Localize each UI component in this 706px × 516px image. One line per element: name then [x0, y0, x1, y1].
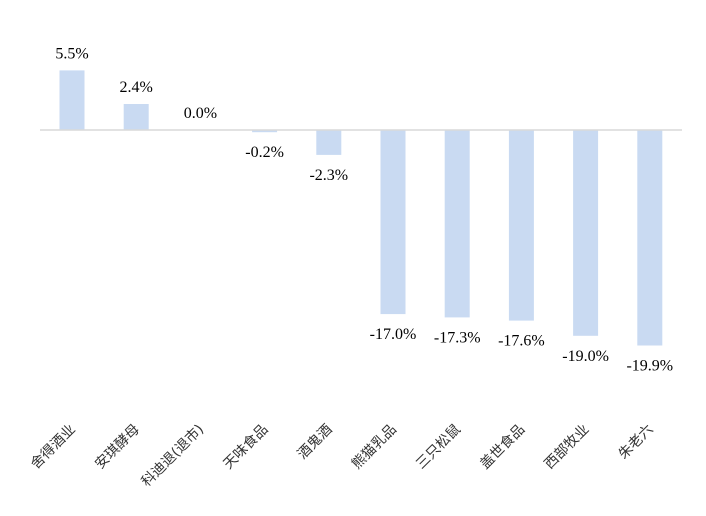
value-label-1: 2.4%: [120, 79, 153, 96]
value-label-4: -2.3%: [309, 167, 348, 184]
value-label-8: -19.0%: [562, 348, 609, 365]
bar-7: [508, 130, 534, 321]
category-label-5: 熊猫乳品: [349, 422, 400, 473]
bar-5: [380, 130, 406, 315]
bar-8: [573, 130, 599, 336]
category-label-9: 朱老六: [616, 422, 657, 463]
bar-4: [316, 130, 342, 155]
category-label-6: 三只松鼠: [413, 422, 464, 473]
bar-9: [637, 130, 663, 346]
category-label-0: 舍得酒业: [27, 421, 79, 473]
value-labels-group: 5.5% 2.4% 0.0% -0.2% -2.3% -17.0% -17.3% -17.6%…: [55, 45, 673, 374]
bar-1: [123, 104, 149, 130]
value-label-7: -17.6%: [498, 333, 545, 350]
value-label-3: -0.2%: [245, 144, 284, 161]
value-label-9: -19.9%: [626, 358, 673, 375]
value-label-2: 0.0%: [184, 105, 217, 122]
category-label-1: 安琪酵母: [92, 422, 143, 473]
bar-6: [444, 130, 470, 318]
bars-group: [59, 70, 663, 346]
category-label-7: 盖世食品: [477, 421, 529, 473]
category-label-4: 酒鬼酒: [295, 422, 336, 463]
value-label-5: -17.0%: [370, 326, 417, 343]
bar-3: [252, 130, 278, 133]
value-label-0: 5.5%: [55, 45, 88, 62]
value-label-6: -17.3%: [434, 329, 481, 346]
category-label-3: 天味食品: [220, 421, 272, 473]
category-label-8: 西部牧业: [542, 422, 593, 473]
bar-0: [59, 70, 85, 130]
category-label-2: 科迪退(退市): [138, 421, 207, 490]
